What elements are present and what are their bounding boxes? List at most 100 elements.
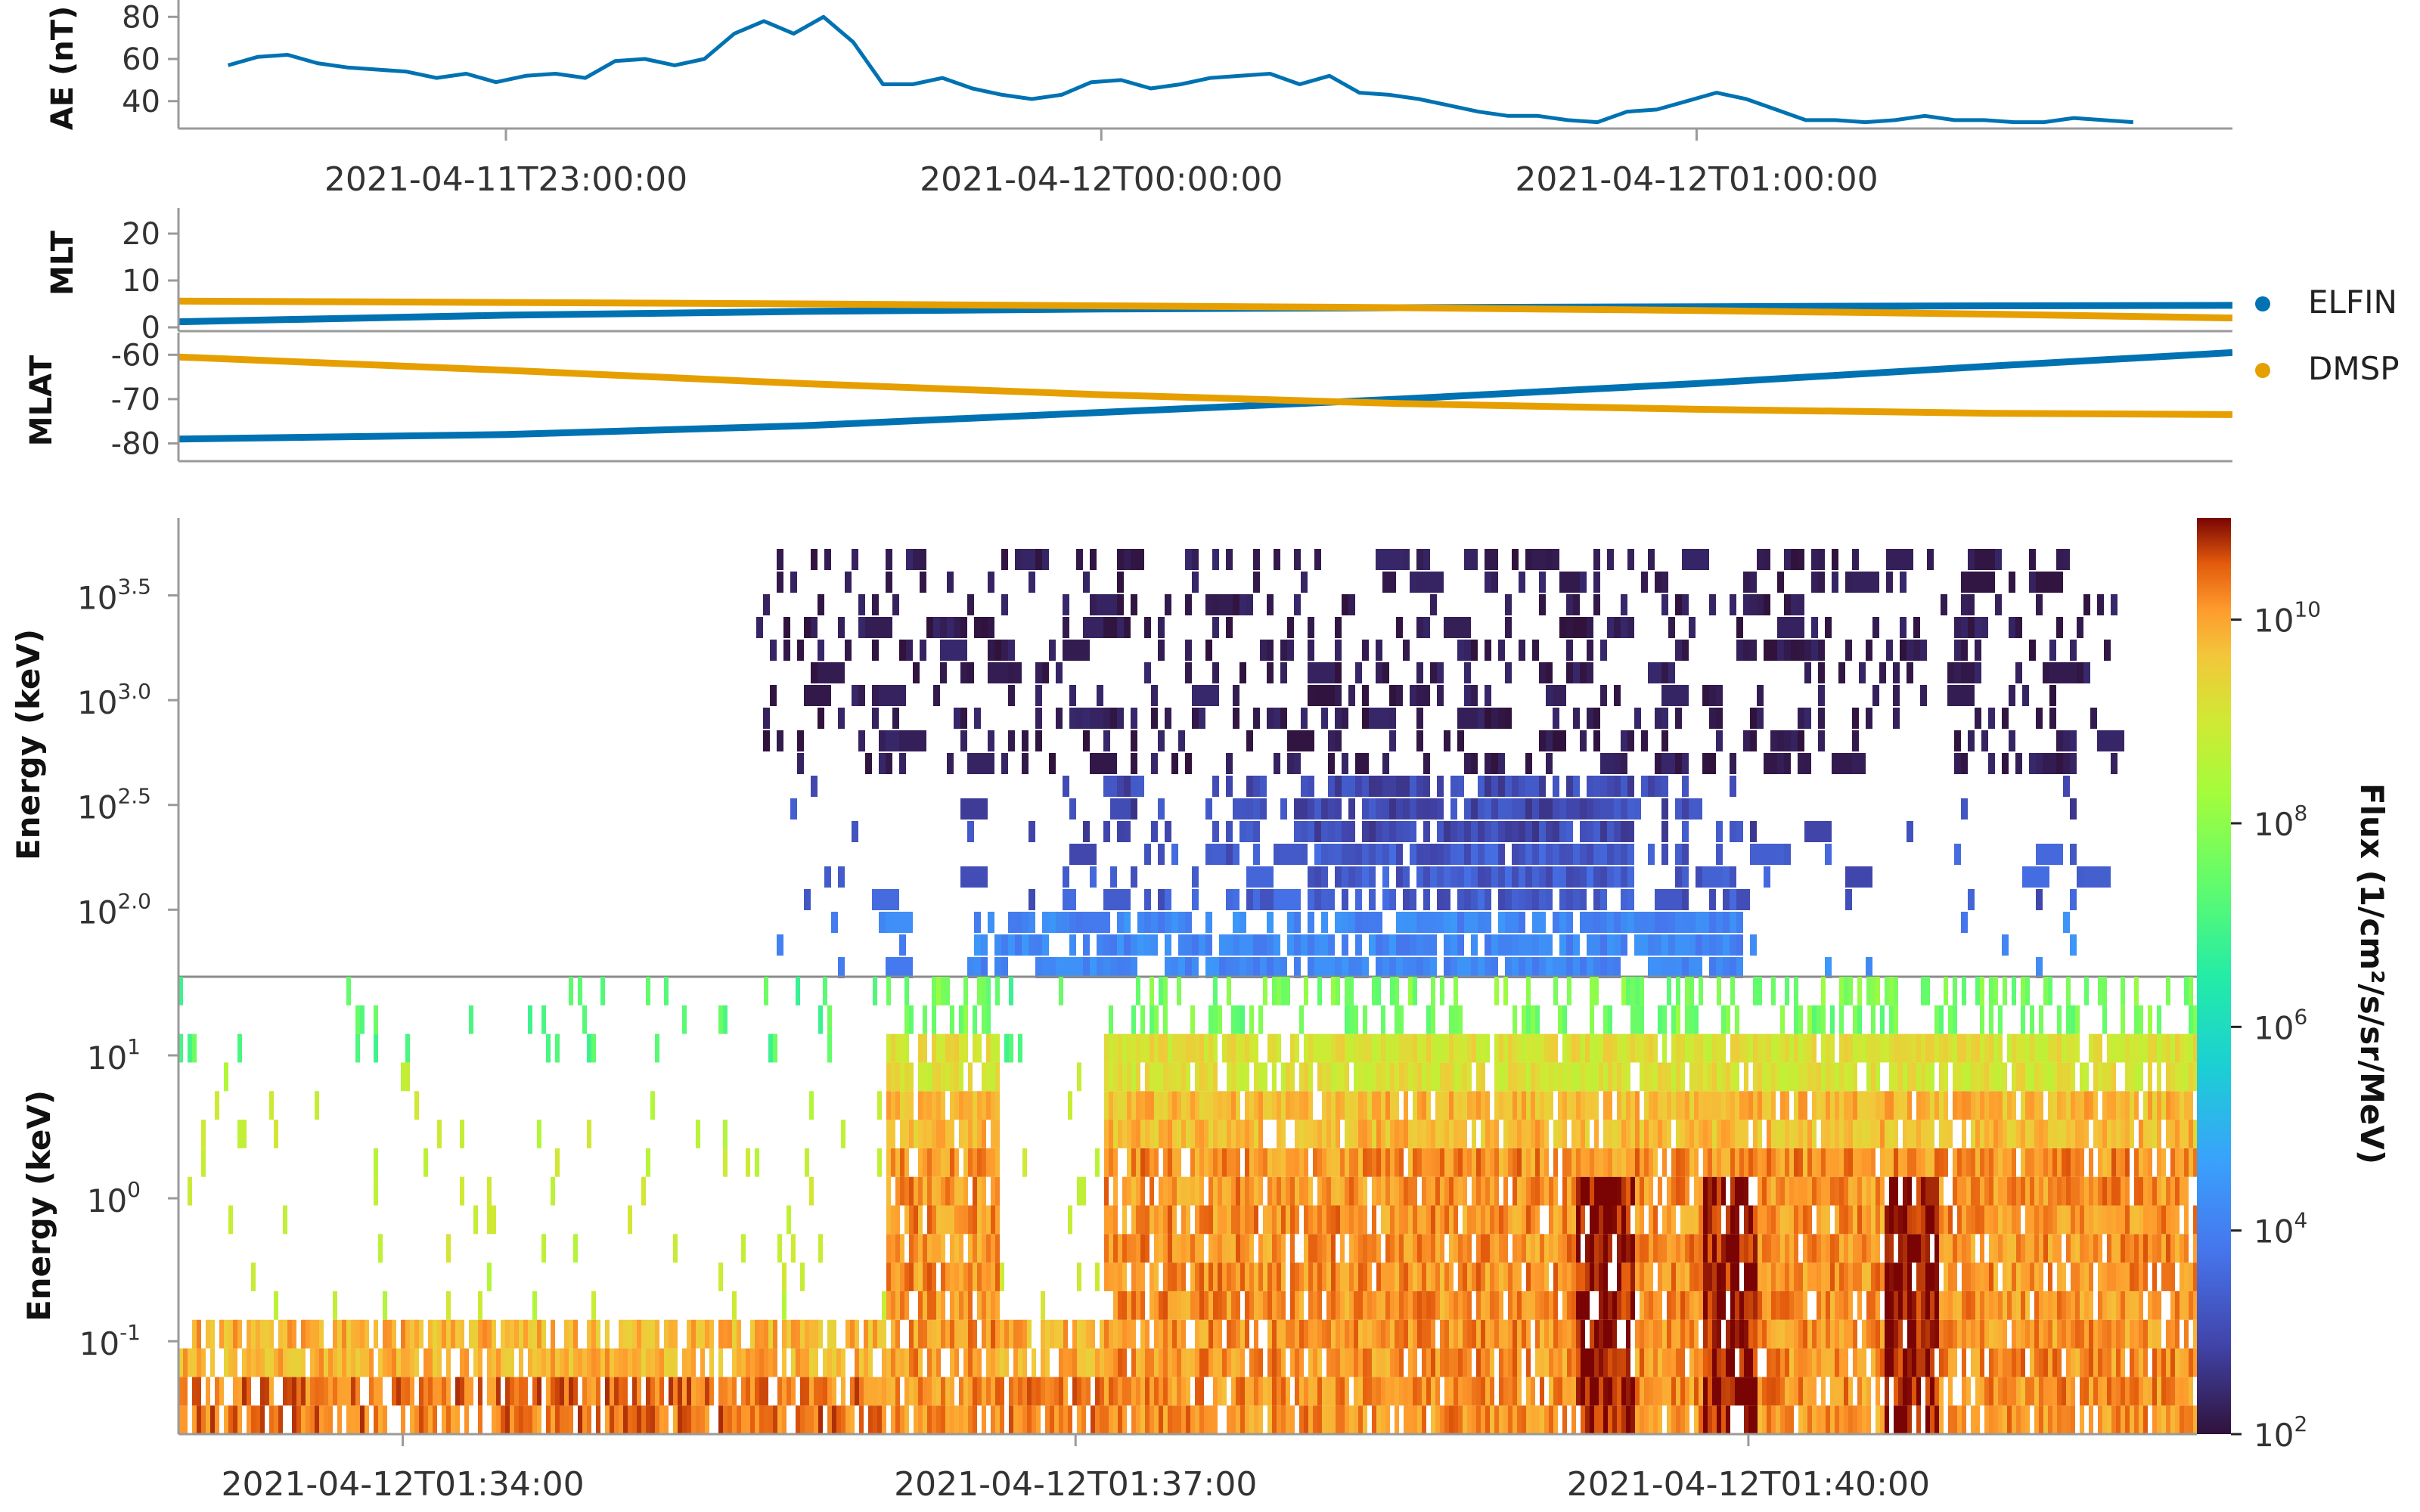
elfin-spectrogram-cell (1876, 1062, 1880, 1092)
elfin-spectrogram-cell (659, 1377, 664, 1406)
elfin-spectrogram-cell (582, 1348, 587, 1377)
elfin-spectrogram-cell (346, 1319, 351, 1349)
dmsp-spectrogram-cell (1845, 889, 1852, 910)
elfin-spectrogram-cell (2003, 977, 2007, 1005)
elfin-spectrogram-cell (886, 1205, 891, 1235)
elfin-spectrogram-cell (936, 1033, 941, 1063)
elfin-spectrogram-cell (1417, 1091, 1422, 1120)
elfin-spectrogram-cell (1830, 1091, 1835, 1120)
elfin-spectrogram-cell (1671, 1148, 1676, 1177)
elfin-spectrogram-cell (256, 1319, 260, 1349)
elfin-spectrogram-cell (1753, 1062, 1758, 1092)
elfin-spectrogram-cell (1467, 1348, 1472, 1377)
dmsp-spectrogram-cell (1716, 934, 1723, 956)
elfin-spectrogram-cell (1830, 1377, 1835, 1406)
dmsp-spectrogram-cell (858, 594, 865, 615)
elfin-spectrogram-cell (941, 1319, 945, 1349)
elfin-spectrogram-cell (1576, 1205, 1581, 1235)
elfin-spectrogram-cell (1022, 1319, 1027, 1349)
elfin-spectrogram-cell (383, 1348, 387, 1377)
dmsp-spectrogram-cell (1171, 912, 1178, 933)
elfin-spectrogram-cell (1385, 1234, 1390, 1263)
dmsp-spectrogram-cell (1791, 549, 1798, 570)
elfin-spectrogram-cell (900, 1033, 904, 1063)
dmsp-spectrogram-cell (1539, 957, 1546, 978)
elfin-spectrogram-cell (1258, 1148, 1263, 1177)
dmsp-spectrogram-cell (1308, 662, 1335, 683)
elfin-spectrogram-cell (782, 1348, 786, 1377)
elfin-spectrogram-cell (1127, 1148, 1131, 1177)
elfin-spectrogram-cell (1744, 1290, 1748, 1320)
elfin-spectrogram-cell (1444, 1148, 1449, 1177)
elfin-spectrogram-cell (1517, 1120, 1522, 1148)
elfin-spectrogram-cell (1440, 1319, 1444, 1349)
elfin-spectrogram-cell (1181, 1405, 1186, 1434)
elfin-spectrogram-cell (1889, 1148, 1894, 1177)
dmsp-spectrogram-cell (1457, 640, 1464, 661)
elfin-spectrogram-cell (1626, 1263, 1630, 1291)
dmsp-spectrogram-cell (1117, 776, 1124, 797)
dmsp-spectrogram-cell (1491, 844, 1498, 865)
elfin-spectrogram-cell (206, 1319, 210, 1349)
elfin-spectrogram-cell (1267, 1405, 1272, 1434)
elfin-spectrogram-cell (918, 1377, 923, 1406)
elfin-spectrogram-cell (1249, 1005, 1254, 1034)
elfin-spectrogram-cell (310, 1319, 315, 1349)
elfin-spectrogram-cell (2016, 1319, 2021, 1349)
elfin-spectrogram-cell (1032, 1348, 1036, 1377)
elfin-spectrogram-cell (918, 1319, 923, 1349)
dmsp-spectrogram-cell (2077, 617, 2083, 638)
dmsp-spectrogram-cell (2104, 640, 2111, 661)
elfin-spectrogram-cell (1758, 1234, 1762, 1263)
elfin-spectrogram-cell (1984, 1290, 1989, 1320)
elfin-spectrogram-cell (1957, 1290, 1962, 1320)
elfin-spectrogram-cell (2012, 1405, 2016, 1434)
elfin-spectrogram-cell (1685, 1263, 1689, 1291)
dmsp-spectrogram-cell (1362, 685, 1369, 706)
elfin-spectrogram-cell (973, 1205, 977, 1235)
elfin-spectrogram-cell (1526, 1148, 1531, 1177)
elfin-spectrogram-cell (1767, 1091, 1771, 1120)
dmsp-spectrogram-cell (1505, 662, 1512, 683)
elfin-spectrogram-cell (1127, 1290, 1131, 1320)
elfin-spectrogram-cell (1417, 1120, 1422, 1148)
dmsp-spectrogram-cell (1348, 594, 1355, 615)
elfin-spectrogram-cell (1231, 1062, 1236, 1092)
elfin-spectrogram-cell (950, 1263, 954, 1291)
elfin-spectrogram-cell (251, 1263, 256, 1291)
elfin-spectrogram-cell (1313, 1033, 1317, 1063)
elfin-spectrogram-cell (936, 1091, 941, 1120)
elfin-spectrogram-cell (1934, 1263, 1939, 1291)
elfin-spectrogram-cell (610, 1405, 614, 1434)
elfin-spectrogram-cell (777, 1405, 782, 1434)
elfin-spectrogram-cell (1644, 1033, 1649, 1063)
elfin-spectrogram-cell (1553, 977, 1558, 1005)
elfin-spectrogram-cell (1236, 1062, 1240, 1092)
dmsp-spectrogram-cell (1845, 572, 1852, 593)
dmsp-spectrogram-cell (1158, 640, 1165, 661)
elfin-spectrogram-cell (1712, 1205, 1717, 1235)
elfin-spectrogram-cell (927, 1319, 932, 1349)
elfin-spectrogram-cell (496, 1377, 501, 1406)
dmsp-spectrogram-cell (1682, 776, 1689, 797)
dmsp-spectrogram-cell (1784, 549, 1791, 570)
dmsp-spectrogram-cell (1274, 957, 1280, 978)
elfin-spectrogram-cell (1567, 977, 1571, 1005)
elfin-spectrogram-cell (1463, 1120, 1467, 1148)
dmsp-spectrogram-cell (1553, 798, 1559, 820)
elfin-spectrogram-cell (1798, 1319, 1803, 1349)
elfin-spectrogram-cell (505, 1319, 510, 1349)
elfin-spectrogram-cell (1898, 1148, 1903, 1177)
dmsp-spectrogram-cell (1770, 640, 1777, 661)
elfin-spectrogram-cell (1367, 1319, 1372, 1349)
dmsp-spectrogram-cell (1260, 889, 1267, 910)
elfin-spectrogram-cell (446, 1377, 451, 1406)
dmsp-spectrogram-cell (804, 685, 831, 706)
elfin-spectrogram-cell (2021, 1062, 2025, 1092)
elfin-spectrogram-cell (1277, 1120, 1281, 1148)
elfin-spectrogram-cell (1876, 1319, 1880, 1349)
elfin-spectrogram-cell (514, 1405, 519, 1434)
dmsp-spectrogram-cell (1566, 957, 1573, 978)
elfin-spectrogram-cell (1857, 1005, 1862, 1034)
elfin-spectrogram-cell (682, 1405, 687, 1434)
